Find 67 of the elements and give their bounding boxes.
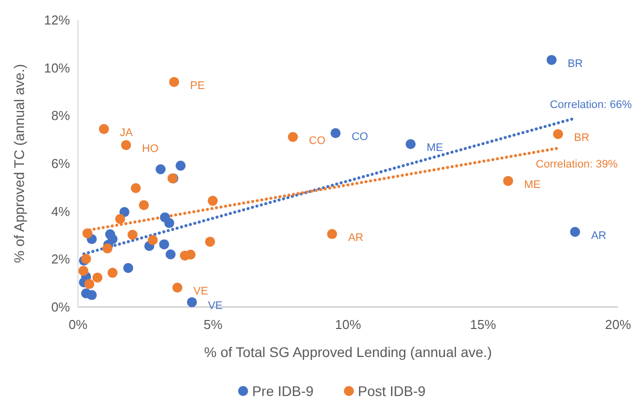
point (553, 129, 564, 140)
point (164, 218, 174, 228)
point (288, 132, 298, 142)
point (570, 226, 580, 237)
x-tick-label: 10% (334, 317, 362, 332)
annotation: VE (208, 300, 223, 312)
point (156, 164, 166, 174)
point (166, 249, 176, 260)
point (208, 196, 218, 206)
point (546, 54, 557, 65)
point (119, 207, 130, 218)
x-tick-label: 0% (68, 317, 88, 332)
point (86, 290, 97, 300)
annotation: AR (591, 230, 606, 242)
y-tick-label: 0% (51, 300, 70, 315)
point (330, 128, 341, 138)
x-axis-title: % of Total SG Approved Lending (annual ave.) (204, 344, 492, 360)
x-tick-label: 5% (204, 317, 223, 332)
annotation: Correlation: 66% (550, 99, 632, 112)
point (84, 279, 94, 290)
legend-label: Post IDB-9 (358, 382, 426, 399)
point (115, 214, 126, 224)
y-tick-label: 6% (51, 156, 70, 172)
point (406, 139, 416, 150)
point (82, 228, 92, 238)
y-tick-label: 10% (44, 60, 70, 76)
x-tick-label: 15% (470, 317, 496, 332)
annotation: CO (352, 130, 369, 143)
point (128, 230, 138, 240)
legend-label: Pre IDB-9 (252, 382, 314, 399)
annotation: BR (574, 132, 590, 144)
point (78, 266, 88, 276)
y-tick-label: 2% (51, 252, 70, 267)
x-tick-label: 20% (604, 317, 632, 332)
point (108, 268, 118, 278)
point (205, 236, 216, 247)
point (92, 272, 102, 283)
annotation: JA (120, 126, 134, 139)
annotation: ME (426, 142, 444, 154)
annotation: PE (190, 80, 205, 92)
y-tick-label: 12% (44, 12, 70, 28)
point (176, 160, 186, 171)
y-tick-label: 4% (51, 204, 70, 219)
point (186, 250, 196, 260)
point (121, 140, 132, 150)
annotation: ME (524, 178, 541, 191)
point (186, 297, 197, 308)
annotation: VE (193, 285, 208, 298)
annotation: BR (568, 58, 583, 70)
point (159, 239, 170, 250)
point (327, 229, 338, 240)
point (148, 235, 158, 246)
annotation: CO (308, 134, 326, 147)
y-tick-label: 8% (51, 108, 70, 124)
point (102, 243, 112, 254)
point (123, 263, 134, 274)
annotation: HO (142, 142, 160, 155)
annotation: Correlation: 39% (536, 158, 618, 171)
point (138, 200, 149, 210)
point (503, 176, 514, 186)
point (81, 254, 92, 264)
annotation: AR (348, 232, 364, 244)
point (98, 124, 109, 134)
point (130, 183, 141, 194)
point (169, 76, 180, 87)
y-axis-title: % of Approved TC (annual ave.) (11, 64, 27, 263)
point (172, 282, 182, 293)
